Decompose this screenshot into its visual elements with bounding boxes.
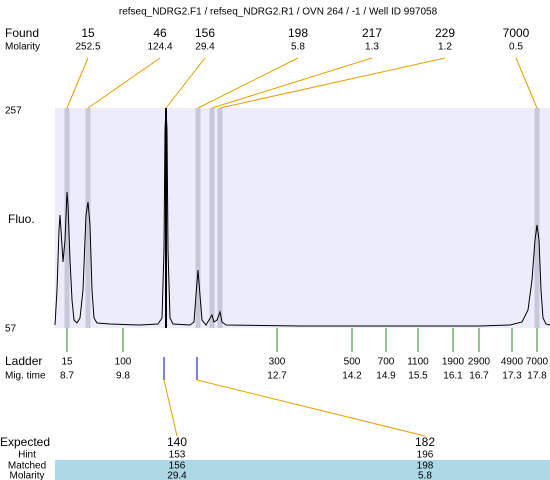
ladder-size: 100	[115, 357, 132, 368]
found-molarity: 1.3	[365, 42, 379, 53]
hint-label: Hint	[18, 450, 36, 461]
molarity-label: Molarity	[9, 471, 44, 480]
matched-size: 156	[169, 461, 186, 472]
peak-connector	[219, 57, 446, 109]
peak-connector	[165, 57, 206, 109]
expected-label: Expected	[0, 435, 50, 449]
found-size: 46	[153, 26, 167, 40]
hint-size: 153	[169, 450, 186, 461]
ladder-size: 300	[269, 357, 286, 368]
ladder-size: 7000	[526, 357, 549, 368]
found-size: 217	[362, 26, 382, 40]
matched-highlight	[55, 460, 550, 480]
ladder-size: 4900	[501, 357, 524, 368]
hint-size: 196	[417, 450, 434, 461]
found-molarity: 29.4	[195, 42, 215, 53]
ladder-size: 1900	[442, 357, 465, 368]
matched-molarity: 5.8	[418, 471, 432, 480]
mig-time: 9.8	[116, 371, 130, 382]
matched-size: 198	[417, 461, 434, 472]
peak-connector	[87, 57, 161, 109]
ladder-size: 700	[378, 357, 395, 368]
mig-time: 17.3	[502, 371, 522, 382]
expected-size: 140	[167, 435, 187, 449]
mig-time: 14.2	[342, 371, 362, 382]
axis-label: Fluo.	[8, 212, 35, 226]
mig-time-label: Mig. time	[5, 371, 46, 382]
peak-connector	[211, 57, 373, 109]
axis-bottom: 57	[5, 324, 17, 335]
peak-band	[217, 108, 223, 328]
found-molarity: 1.2	[438, 42, 452, 53]
peak-band	[534, 108, 540, 328]
ladder-size: 2900	[468, 357, 491, 368]
expected-connector	[196, 379, 426, 437]
ladder-label: Ladder	[5, 354, 42, 368]
trace	[54, 107, 550, 327]
mig-time: 12.7	[267, 371, 287, 382]
peak-band	[195, 108, 201, 328]
mig-time: 15.5	[408, 371, 428, 382]
found-size: 229	[435, 26, 455, 40]
peak-connector	[197, 57, 299, 109]
found-molarity: 252.5	[75, 42, 100, 53]
mig-time: 17.8	[527, 371, 547, 382]
ladder-size: 15	[61, 357, 73, 368]
mig-time: 8.7	[60, 371, 74, 382]
axis-top: 257	[5, 106, 22, 117]
ladder-size: 1100	[407, 357, 429, 368]
peak-connector	[515, 57, 538, 109]
found-molarity: 5.8	[291, 42, 305, 53]
found-size: 156	[195, 26, 215, 40]
found-molarity: 0.5	[509, 42, 523, 53]
matched-label: Matched	[8, 461, 46, 472]
molarity-label: Molarity	[5, 42, 40, 53]
found-molarity: 124.4	[147, 42, 172, 53]
found-label: Found	[5, 26, 39, 40]
peak-band	[209, 108, 215, 328]
found-size: 15	[81, 26, 95, 40]
found-size: 7000	[503, 26, 530, 40]
peak-band	[64, 108, 70, 328]
expected-size: 182	[415, 435, 435, 449]
plot-area	[55, 108, 550, 328]
peak-band	[85, 108, 91, 328]
title: refseq_NDRG2.F1 / refseq_NDRG2.R1 / OVN …	[119, 7, 438, 18]
peak-connector	[66, 57, 89, 109]
found-size: 198	[288, 26, 308, 40]
mig-time: 16.1	[443, 371, 463, 382]
matched-molarity: 29.4	[167, 471, 187, 480]
mig-time: 16.7	[469, 371, 489, 382]
expected-connector	[163, 379, 178, 437]
mig-time: 14.9	[376, 371, 396, 382]
ladder-size: 500	[344, 357, 361, 368]
